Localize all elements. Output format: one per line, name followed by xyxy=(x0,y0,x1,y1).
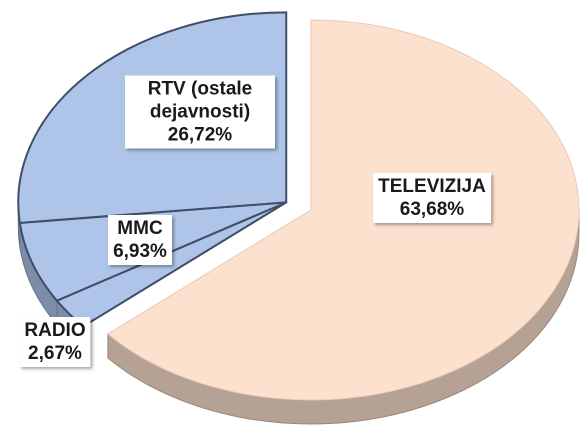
slice-label: TELEVIZIJA 63,68% xyxy=(373,173,491,223)
value-label: 6,93% xyxy=(113,241,167,262)
slice-label: RTV (ostale dejavnosti) 26,72% xyxy=(125,75,275,149)
slice xyxy=(107,19,580,401)
value-label: 26,72% xyxy=(167,124,233,146)
value-label: 2,67% xyxy=(28,343,82,364)
category-name: RTV (ostale dejavnosti) xyxy=(147,78,253,123)
category-name: TELEVIZIJA xyxy=(378,176,486,197)
category-name: RADIO xyxy=(24,320,86,341)
category-name: MMC xyxy=(117,218,163,239)
slice-label: MMC 6,93% xyxy=(108,215,172,265)
value-label: 63,68% xyxy=(399,199,465,220)
slice-label: RADIO 2,67% xyxy=(19,317,91,367)
